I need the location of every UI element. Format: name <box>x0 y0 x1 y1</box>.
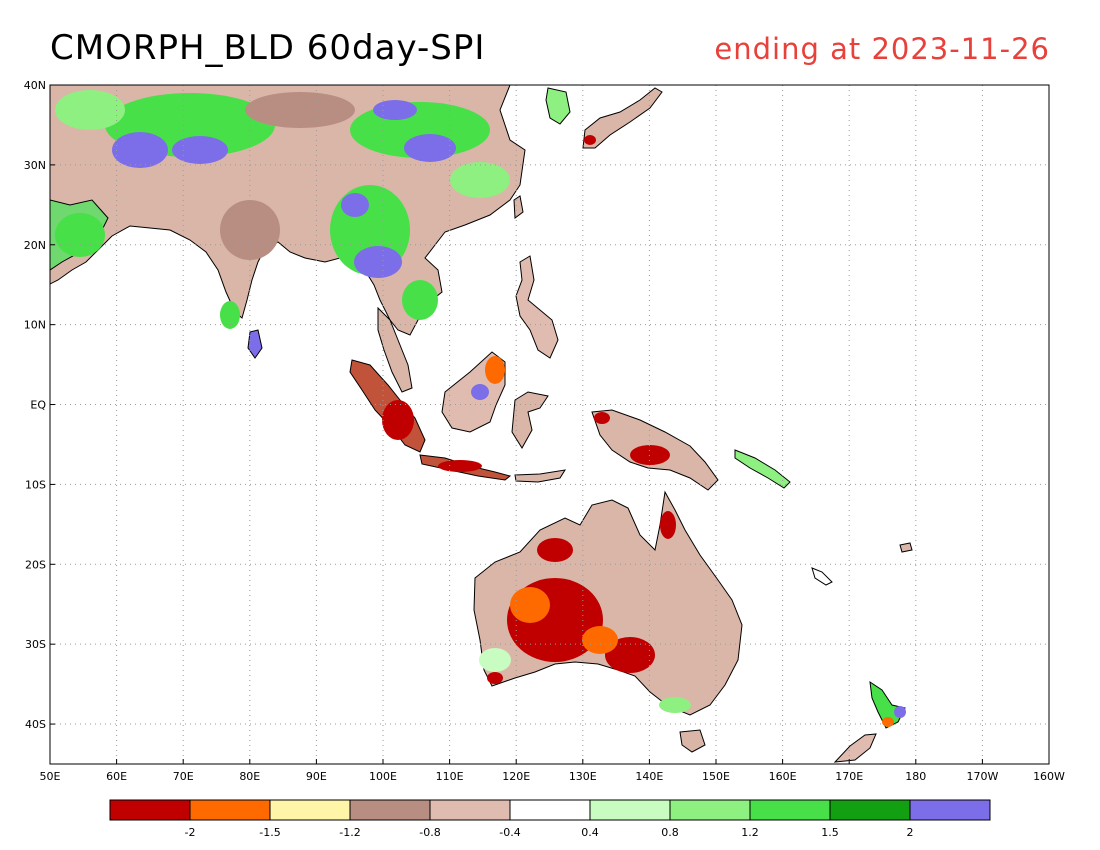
wet-patch <box>479 648 511 672</box>
legend-swatch <box>429 799 511 821</box>
wet-patch <box>404 134 456 162</box>
dry-patch <box>438 460 482 472</box>
malay-landmass <box>377 306 413 393</box>
wet-patch <box>341 193 369 217</box>
wet-patch <box>450 162 510 198</box>
map-title: CMORPH_BLD 60day-SPI <box>50 28 486 68</box>
dry-patch <box>630 445 670 465</box>
legend-swatch <box>349 799 431 821</box>
tick-label-lon: 170E <box>835 770 863 783</box>
map-subtitle: ending at 2023-11-26 <box>714 32 1050 66</box>
tick-label-lat: EQ <box>30 399 46 412</box>
tick-label-lat: 40N <box>24 79 46 92</box>
tick-label-lon: 70E <box>173 770 194 783</box>
tick-label-lon: 60E <box>106 770 127 783</box>
dry-patch <box>245 92 355 128</box>
tick-label-lon: 180 <box>905 770 926 783</box>
gridlines <box>50 85 1049 764</box>
dry-patch <box>510 587 550 623</box>
legend-swatch <box>669 799 751 821</box>
tick-label-lon: 160W <box>1033 770 1065 783</box>
srilanka-landmass <box>247 329 263 359</box>
legend-swatch <box>909 799 991 821</box>
tick-label-lon: 100E <box>369 770 397 783</box>
wet-patch <box>55 213 105 257</box>
legend-label: -1.2 <box>339 826 360 839</box>
taiwan-landmass <box>513 195 524 219</box>
tick-label-lat: 10S <box>25 478 46 491</box>
legend-label: 0.4 <box>581 826 599 839</box>
wet-patch <box>220 301 240 329</box>
tick-label-lat: 30N <box>24 159 46 172</box>
legend-swatch <box>269 799 351 821</box>
wet-patch <box>373 100 417 120</box>
legend-label: 2 <box>907 826 914 839</box>
legend-label: 1.2 <box>741 826 759 839</box>
tick-label-lon: 140E <box>635 770 663 783</box>
longitude-axis: 50E 60E 70E 80E 90E 100E 110E 120E 130E 140E 150E 1… <box>40 759 1065 783</box>
solomon-landmass <box>734 449 791 489</box>
dry-patch <box>582 626 618 654</box>
tick-label-lon: 150E <box>702 770 730 783</box>
legend-swatch <box>829 799 911 821</box>
tasmania-landmass <box>679 729 706 753</box>
philippines-landmass <box>515 255 559 359</box>
dry-patch <box>594 412 610 424</box>
wet-patch <box>55 90 125 130</box>
nz-south-landmass <box>833 733 877 763</box>
dry-patch <box>660 511 676 539</box>
legend-label: -2 <box>185 826 196 839</box>
legend-label: 1.5 <box>821 826 839 839</box>
dry-patch <box>605 637 655 673</box>
dry-patch <box>487 672 503 684</box>
wet-patch <box>172 136 228 164</box>
tick-label-lon: 170W <box>966 770 998 783</box>
tick-label-lon: 50E <box>40 770 61 783</box>
newcaledonia-landmass <box>811 567 833 586</box>
color-legend: -2 -1.5 -1.2 -0.8 -0.4 0.4 0.8 1.2 1.5 2 <box>109 799 991 839</box>
korea-landmass <box>545 87 571 125</box>
fiji-landmass <box>899 542 913 553</box>
legend-label: -1.5 <box>259 826 280 839</box>
dry-patch <box>537 538 573 562</box>
legend-swatch <box>109 799 191 821</box>
spi-patches <box>55 90 906 727</box>
dry-patch <box>485 356 505 384</box>
tick-label-lat: 30S <box>25 638 46 651</box>
wet-patch <box>894 706 906 718</box>
tick-label-lat: 10N <box>24 319 46 332</box>
legend-label: -0.8 <box>419 826 440 839</box>
sunda-landmass <box>514 469 567 483</box>
wet-patch <box>659 697 691 713</box>
tick-label-lon: 130E <box>569 770 597 783</box>
legend-swatch <box>189 799 271 821</box>
tick-label-lon: 110E <box>436 770 464 783</box>
legend-swatch <box>749 799 831 821</box>
dry-patch <box>382 400 414 440</box>
tick-label-lat: 20S <box>25 558 46 571</box>
tick-label-lat: 20N <box>24 239 46 252</box>
legend-swatch <box>509 799 591 821</box>
wet-patch <box>354 246 402 278</box>
sulawesi-landmass <box>511 391 549 449</box>
tick-label-lat: 40S <box>25 718 46 731</box>
wet-patch <box>471 384 489 400</box>
japan-landmass <box>582 87 663 149</box>
dry-patch <box>882 717 894 727</box>
tick-label-lon: 160E <box>769 770 797 783</box>
tick-label-lon: 80E <box>239 770 260 783</box>
wet-patch <box>112 132 168 168</box>
wet-patch <box>402 280 438 320</box>
tick-label-lon: 90E <box>306 770 327 783</box>
dry-patch <box>584 135 596 145</box>
tick-label-lon: 120E <box>502 770 530 783</box>
legend-label: -0.4 <box>499 826 520 839</box>
legend-swatch <box>589 799 671 821</box>
latitude-axis: 40N 30N 20N 10N EQ 10S 20S 30S 40S <box>24 79 55 731</box>
legend-label: 0.8 <box>661 826 679 839</box>
plot-frame <box>49 84 1050 765</box>
